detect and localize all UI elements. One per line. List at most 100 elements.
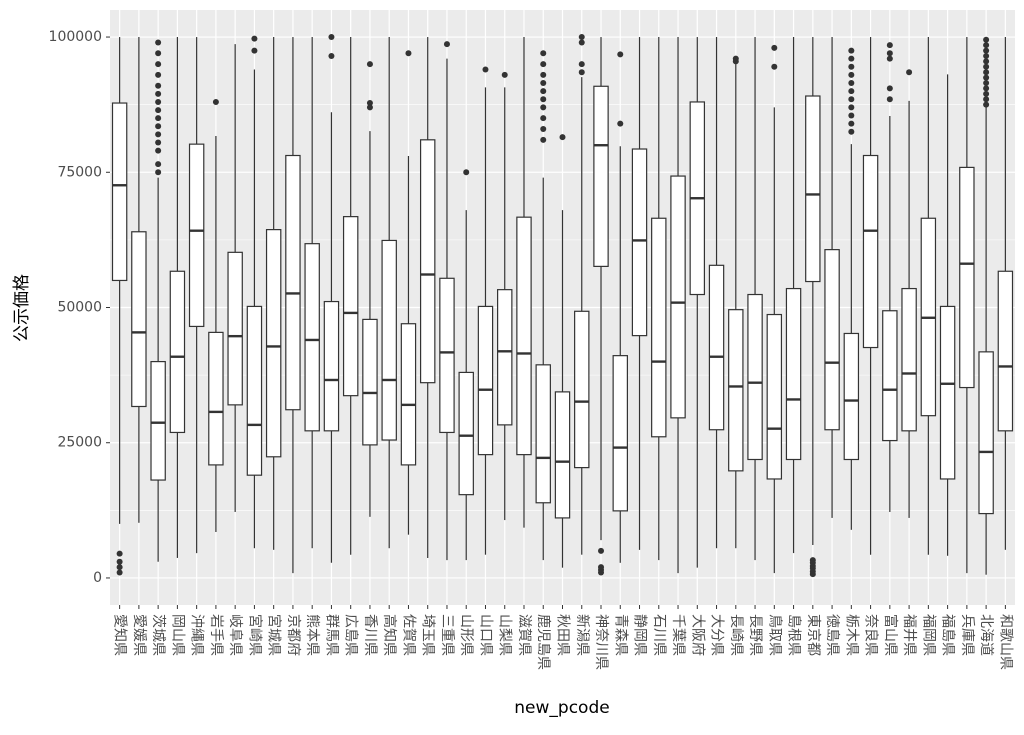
x-tick-label: 宮城県 bbox=[266, 614, 282, 656]
x-tick-label: 愛媛県 bbox=[131, 614, 147, 656]
outlier bbox=[578, 61, 585, 68]
outlier bbox=[983, 36, 990, 43]
box bbox=[554, 391, 571, 519]
outlier bbox=[540, 104, 547, 111]
x-tick-label: 福島県 bbox=[940, 614, 956, 656]
x-tick-label: 滋賀県 bbox=[516, 614, 532, 656]
outlier bbox=[848, 128, 855, 135]
box bbox=[419, 139, 436, 384]
x-tick-label: 長崎県 bbox=[728, 614, 744, 656]
y-tick-label: 100000 bbox=[49, 29, 102, 45]
outlier bbox=[848, 80, 855, 87]
outlier bbox=[540, 115, 547, 122]
y-axis-title: 公示価格 bbox=[12, 274, 32, 342]
outlier bbox=[251, 47, 258, 54]
box bbox=[458, 371, 474, 496]
y-tick-label: 0 bbox=[93, 570, 102, 586]
box bbox=[805, 95, 821, 283]
box bbox=[593, 85, 609, 267]
x-tick-label: 島根県 bbox=[786, 614, 802, 656]
outlier bbox=[405, 50, 412, 57]
x-tick-label: 静岡県 bbox=[632, 614, 648, 656]
x-tick-label: 北海道 bbox=[978, 614, 994, 656]
outlier bbox=[155, 50, 162, 57]
x-tick-label: 福岡県 bbox=[920, 614, 936, 656]
outlier bbox=[848, 47, 855, 54]
outlier bbox=[366, 100, 373, 107]
outlier bbox=[366, 61, 373, 68]
x-tick-label: 宮崎県 bbox=[246, 614, 262, 656]
outlier bbox=[886, 85, 893, 92]
outlier bbox=[886, 55, 893, 62]
x-tick-label: 岐阜県 bbox=[227, 614, 244, 656]
box bbox=[477, 305, 494, 456]
outlier bbox=[983, 90, 990, 97]
outlier bbox=[155, 147, 162, 154]
box bbox=[978, 351, 994, 515]
x-tick-label: 山口県 bbox=[477, 614, 493, 656]
outlier bbox=[155, 98, 162, 105]
outlier bbox=[983, 52, 990, 59]
box bbox=[574, 310, 590, 469]
box bbox=[227, 251, 243, 406]
box bbox=[400, 323, 417, 466]
outlier bbox=[617, 51, 624, 58]
x-tick-label: 徳島県 bbox=[824, 614, 840, 656]
y-tick-label: 25000 bbox=[57, 435, 102, 451]
box bbox=[439, 277, 455, 434]
box bbox=[882, 310, 898, 442]
x-tick-label: 鳥取県 bbox=[766, 614, 782, 656]
box bbox=[708, 264, 725, 431]
outlier bbox=[501, 71, 508, 78]
outlier bbox=[598, 547, 605, 554]
box bbox=[651, 217, 667, 438]
x-tick-label: 愛知県 bbox=[112, 614, 129, 656]
box bbox=[728, 309, 744, 472]
outlier bbox=[732, 55, 739, 62]
outlier bbox=[212, 98, 219, 105]
outlier bbox=[617, 120, 624, 127]
outlier bbox=[983, 63, 990, 70]
outlier bbox=[155, 139, 162, 146]
box bbox=[169, 270, 186, 434]
x-tick-label: 京都府 bbox=[285, 614, 301, 656]
x-tick-label: 佐賀県 bbox=[400, 614, 416, 656]
x-tick-label: 埼玉県 bbox=[420, 614, 436, 656]
outlier bbox=[578, 34, 585, 41]
outlier bbox=[366, 104, 373, 111]
box bbox=[862, 154, 879, 349]
box bbox=[516, 216, 532, 456]
outlier bbox=[540, 61, 547, 68]
outlier bbox=[540, 126, 547, 132]
outlier bbox=[116, 569, 123, 576]
box bbox=[843, 332, 860, 461]
x-tick-label: 熊本県 bbox=[304, 614, 320, 656]
box bbox=[497, 289, 513, 426]
outlier bbox=[540, 96, 547, 103]
outlier bbox=[886, 50, 893, 57]
box bbox=[150, 360, 166, 481]
outlier bbox=[771, 63, 778, 70]
x-tick-label: 千葉県 bbox=[670, 614, 686, 656]
box bbox=[959, 166, 975, 389]
x-tick-label: 栃木県 bbox=[843, 614, 859, 656]
box bbox=[381, 239, 397, 441]
outlier bbox=[983, 47, 990, 54]
x-tick-label: 長野県 bbox=[747, 614, 763, 656]
x-tick-label: 新潟県 bbox=[574, 614, 590, 656]
x-tick-label: 広島県 bbox=[343, 614, 359, 656]
box bbox=[901, 287, 917, 432]
box bbox=[111, 102, 128, 282]
box bbox=[131, 231, 147, 408]
x-tick-label: 高知県 bbox=[381, 614, 398, 656]
x-tick-label: 岩手県 bbox=[208, 614, 224, 656]
outlier bbox=[886, 96, 893, 103]
box bbox=[188, 143, 205, 328]
outlier bbox=[155, 169, 162, 176]
outlier bbox=[983, 58, 990, 65]
y-tick-label: 50000 bbox=[57, 300, 102, 316]
outlier bbox=[116, 564, 123, 571]
outlier bbox=[771, 44, 778, 51]
outlier bbox=[155, 107, 162, 114]
x-tick-label: 大分県 bbox=[709, 614, 725, 656]
